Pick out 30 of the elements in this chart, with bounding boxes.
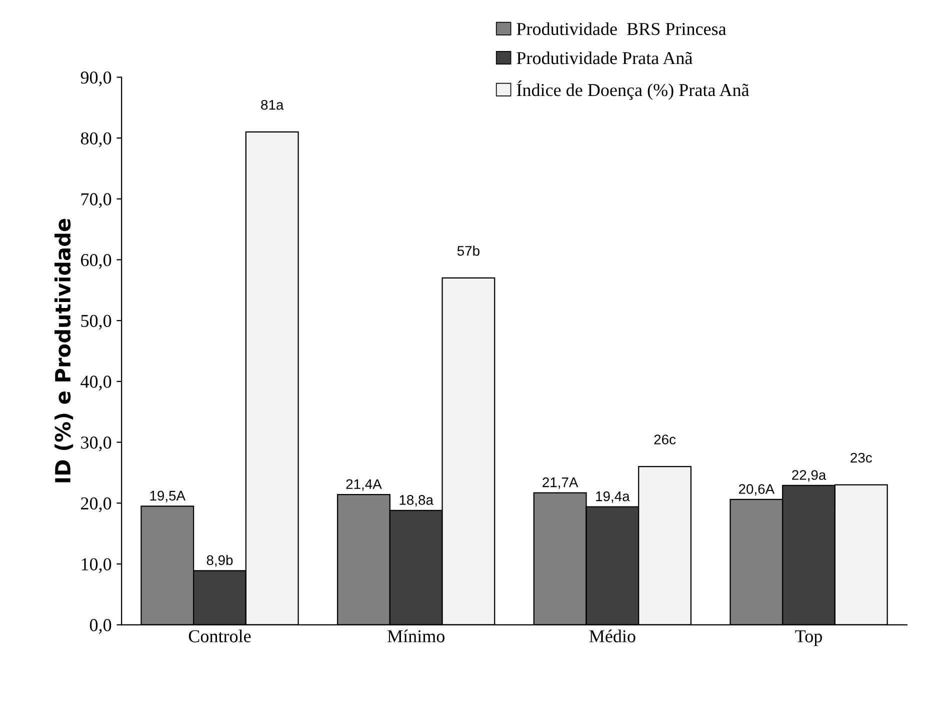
y-tick-label: 20,0 [81,497,112,512]
x-tick-label: Mínimo [388,630,444,642]
data-label: 81a [261,100,284,110]
y-tick-label: 30,0 [81,436,112,452]
y-tick-label: 80,0 [80,132,112,148]
y-axis-title: ID (%) e Produtividade [54,218,74,482]
y-tick-label: 90,0 [80,71,112,86]
legend-label: Produtividade BRS Princesa [516,22,726,36]
x-tick-label: Top [795,630,822,646]
data-label: 18,8a [400,495,434,507]
legend-label: Índice de Doença (%) Prata Anã [516,80,750,100]
data-label: 22,9a [792,470,826,482]
data-label: 19,4a [596,491,630,503]
data-label: 57b [457,246,480,256]
y-tick-label: 60,0 [81,254,112,269]
y-tick-label: 40,0 [80,376,112,390]
legend-label: Produtividade Prata Anã [516,52,692,64]
data-label: 26c [654,434,676,444]
y-tick-label: 0,0 [90,619,112,634]
x-tick-label: Controle [188,630,251,642]
x-tick-label: Médio [589,630,636,642]
y-tick-label: 10,0 [82,558,112,573]
data-label: 23c [850,452,872,463]
y-tick-label: 70,0 [81,193,112,208]
data-label: 8,9b [206,554,233,567]
y-tick-label: 50,0 [81,314,112,330]
data-label: 19,5A [150,490,186,502]
data-label: 20,6A [738,484,775,496]
data-label: 21,4A [346,479,382,491]
data-label: 21,7A [542,477,578,489]
